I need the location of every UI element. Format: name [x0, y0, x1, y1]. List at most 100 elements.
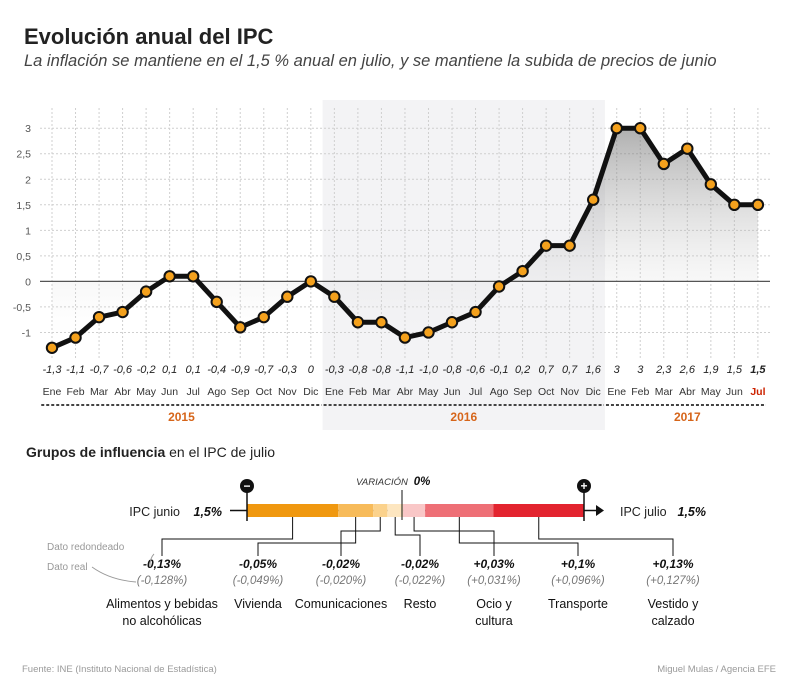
y-tick-label: 2 [25, 174, 31, 186]
data-value-label: -0,7 [90, 364, 110, 376]
group-name: Alimentos y bebidas [106, 597, 218, 611]
year-label: 2016 [450, 410, 477, 424]
influence-title-bold: Grupos de influencia [26, 444, 166, 460]
data-point [681, 142, 694, 155]
connector-line [538, 517, 674, 556]
group-value-real: (-0,022%) [395, 575, 446, 587]
group-name: Ocio y [476, 597, 512, 611]
chart-subtitle: La inflación se mantiene en el 1,5 % anu… [24, 52, 717, 70]
data-value-label: 3 [614, 364, 621, 376]
data-point [610, 122, 623, 135]
credit-note: Miguel Mulas / Agencia EFE [657, 664, 776, 675]
legend-real: Dato real [47, 562, 88, 573]
month-label: Jun [161, 386, 178, 398]
group-value-rounded: -0,13% [143, 557, 181, 571]
year-label: 2017 [674, 410, 701, 424]
group-value-real: (+0,127%) [646, 575, 700, 587]
y-tick-label: 1 [25, 225, 31, 237]
bar-segment [425, 504, 494, 517]
month-label: Feb [631, 386, 649, 398]
group-value-rounded: +0,1% [561, 557, 596, 571]
data-value-label: 0,1 [186, 364, 201, 376]
connector-line [413, 517, 495, 556]
data-value-label: -0,7 [254, 364, 274, 376]
y-tick-label: -0,5 [13, 302, 31, 314]
data-value-label: -1,1 [395, 364, 414, 376]
plus-icon-glyph: + [580, 479, 587, 493]
month-label: Abr [114, 386, 131, 398]
connector-line [394, 517, 421, 556]
month-label: Jul [186, 386, 199, 398]
variation-label: VARIACIÓN [356, 477, 408, 488]
data-point [351, 316, 365, 329]
data-value-label: -0,8 [348, 364, 368, 376]
data-point [657, 157, 670, 171]
group-value-rounded: -0,05% [239, 557, 277, 571]
month-label: May [419, 386, 440, 398]
y-tick-label: 1,5 [16, 200, 31, 212]
data-point [234, 321, 247, 334]
minus-icon-glyph: − [243, 479, 250, 493]
data-point [634, 122, 647, 135]
data-value-label: 0,7 [562, 364, 578, 376]
start-value: 1,5% [194, 505, 223, 519]
data-value-label: -0,6 [466, 364, 486, 376]
group-name: no alcohólicas [122, 614, 201, 628]
data-point [728, 198, 741, 212]
data-value-label: -0,4 [207, 364, 226, 376]
data-value-label: 0,7 [538, 364, 554, 376]
data-value-label: -0,6 [113, 364, 133, 376]
month-label: Ago [490, 386, 509, 398]
data-point [422, 326, 435, 339]
data-value-label: 3 [637, 364, 644, 376]
bar-segment [247, 504, 339, 517]
group-value-real: (-0,049%) [233, 575, 284, 587]
month-label: Nov [560, 386, 579, 398]
data-value-label: -1,0 [419, 364, 439, 376]
data-value-label: 0,1 [162, 364, 177, 376]
month-label: Ene [325, 386, 344, 398]
end-label: IPC julio [620, 505, 667, 519]
data-point [586, 193, 600, 206]
data-point [375, 316, 388, 329]
data-point [163, 270, 176, 283]
month-label: Dic [303, 386, 318, 398]
data-point [257, 310, 270, 324]
influence-bar-diagram: − + VARIACIÓN 0% IPC junio 1,5% IPC julio 1,5% -… [47, 476, 707, 628]
group-name: Vestido y [648, 597, 699, 611]
end-value: 1,5% [678, 505, 707, 519]
y-tick-label: 0 [25, 276, 31, 288]
month-label: Jun [444, 386, 461, 398]
data-value-label: -1,1 [66, 364, 85, 376]
y-tick-label: 0,5 [16, 251, 31, 263]
data-value-label: 1,5 [750, 364, 766, 376]
connector-line [161, 517, 294, 556]
data-point [469, 305, 482, 319]
y-tick-label: 3 [25, 123, 31, 135]
data-point [69, 331, 82, 344]
month-label: Mar [90, 386, 109, 398]
data-value-label: -0,9 [231, 364, 250, 376]
chart-title: Evolución anual del IPC [24, 24, 274, 49]
data-value-label: 2,3 [655, 364, 672, 376]
bar-segment [387, 504, 404, 517]
data-point [704, 178, 718, 191]
data-point [563, 239, 576, 252]
data-point [516, 264, 529, 278]
legend-pointer [91, 566, 137, 583]
data-value-label: 1,9 [703, 364, 718, 376]
data-value-label: 1,5 [727, 364, 743, 376]
month-label: Jun [726, 386, 743, 398]
month-label: Feb [349, 386, 367, 398]
group-value-rounded: -0,02% [322, 557, 360, 571]
connector-line [257, 517, 357, 556]
variation-value: 0% [414, 476, 431, 488]
month-label: Ene [43, 386, 62, 398]
y-tick-label: -1 [22, 327, 31, 339]
group-value-rounded: +0,13% [652, 557, 693, 571]
month-label: May [136, 386, 157, 398]
group-value-rounded: -0,02% [401, 557, 439, 571]
month-label: Oct [256, 386, 272, 398]
group-value-rounded: +0,03% [473, 557, 514, 571]
bar-segment [338, 504, 374, 517]
